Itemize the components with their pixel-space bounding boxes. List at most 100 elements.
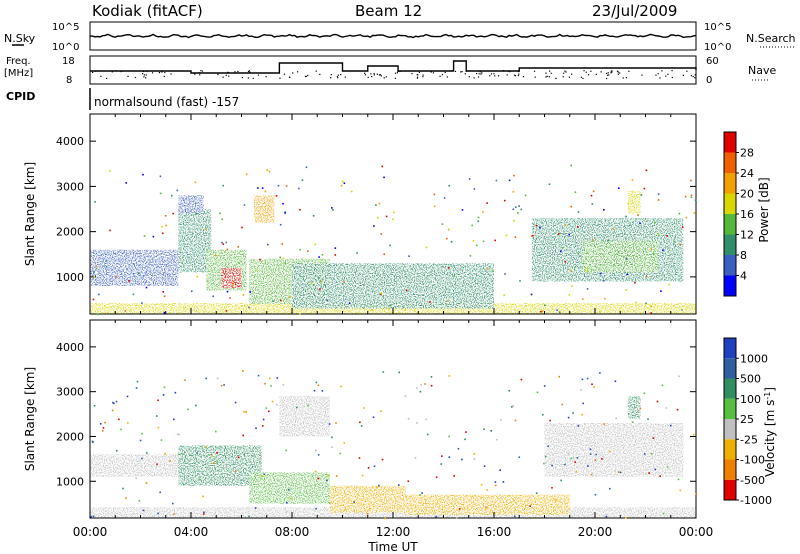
echo-point <box>599 372 601 374</box>
freq-left-tick-bottom: 8 <box>66 75 72 86</box>
echo-point <box>187 408 189 411</box>
echo-point <box>505 234 508 237</box>
power-colorbar: 4 8 12 16 20 24 28 <box>723 131 754 297</box>
echo-point <box>631 421 634 423</box>
echo-point <box>429 301 431 303</box>
nave-point <box>682 74 684 76</box>
nave-point <box>100 75 102 77</box>
echo-point <box>373 225 375 227</box>
nave-point <box>617 73 619 75</box>
echo-point <box>176 189 179 192</box>
nave-point <box>307 74 309 77</box>
nave-point <box>379 74 382 76</box>
echo-point <box>625 215 627 218</box>
nave-point <box>330 77 332 79</box>
echo-point <box>267 243 269 246</box>
echo-point <box>471 224 473 227</box>
echo-point <box>257 374 260 377</box>
echo-region <box>627 396 641 419</box>
echo-point <box>331 436 333 439</box>
nave-point <box>590 70 592 72</box>
nave-point <box>514 75 517 77</box>
colorbar-swatch <box>724 398 736 419</box>
echo-point <box>635 301 637 304</box>
colorbar-swatch <box>724 255 736 276</box>
echo-point <box>661 384 664 387</box>
echo-point <box>238 262 240 264</box>
echo-point <box>162 394 165 396</box>
echo-point <box>91 440 94 443</box>
nave-point <box>454 70 457 73</box>
echo-point <box>136 380 139 383</box>
nave-point <box>399 70 401 73</box>
echo-point <box>202 495 204 498</box>
colorbar-tick-label: 20 <box>740 188 754 201</box>
echo-point <box>229 297 231 299</box>
echo-point <box>643 453 646 455</box>
echo-point <box>445 237 448 240</box>
echo-point <box>640 194 643 196</box>
echo-point <box>126 395 129 398</box>
x-tick-label: 20:00 <box>578 525 613 539</box>
nave-point <box>533 70 536 72</box>
nave-point <box>439 75 441 77</box>
velocity-ylabel: Slant Range [km] <box>23 367 37 471</box>
echo-point <box>659 475 661 477</box>
nave-point <box>494 75 496 77</box>
echo-point <box>539 226 541 229</box>
echo-point <box>212 295 214 298</box>
nave-point <box>502 70 505 72</box>
echo-point <box>447 228 450 231</box>
nave-point <box>564 70 566 72</box>
echo-point <box>343 281 345 283</box>
colorbar-swatch <box>724 275 736 296</box>
nave-point <box>585 71 587 73</box>
echo-point <box>648 472 650 474</box>
echo-point <box>530 235 533 237</box>
echo-point <box>174 391 177 394</box>
echo-point <box>535 492 538 495</box>
echo-point <box>115 400 118 403</box>
echo-point <box>221 241 223 244</box>
echo-point <box>414 457 417 459</box>
echo-point <box>581 378 584 381</box>
echo-point <box>92 298 95 301</box>
nave-point <box>371 75 373 78</box>
echo-point <box>609 487 611 490</box>
echo-point <box>614 380 617 383</box>
echo-point <box>270 385 272 387</box>
x-tick-label: 16:00 <box>477 525 512 539</box>
echo-point <box>216 460 219 463</box>
echo-point <box>530 293 533 296</box>
echo-point <box>282 383 285 386</box>
echo-point <box>145 452 148 454</box>
echo-point <box>624 516 627 519</box>
echo-point <box>599 272 602 275</box>
echo-point <box>310 282 313 285</box>
echo-point <box>564 224 567 226</box>
echo-point <box>281 243 284 245</box>
nave-point <box>217 72 220 74</box>
nave-point <box>315 70 317 72</box>
echo-point <box>524 194 527 197</box>
echo-point <box>574 266 577 268</box>
nave-point <box>394 77 396 79</box>
echo-point <box>595 453 598 456</box>
echo-point <box>676 408 679 411</box>
echo-point <box>353 501 355 504</box>
echo-point <box>276 377 279 379</box>
echo-point <box>388 308 390 310</box>
echo-point <box>602 279 605 282</box>
echo-point <box>586 377 589 380</box>
echo-point <box>568 233 570 236</box>
echo-point <box>508 179 511 182</box>
colorbar-swatch <box>724 193 736 214</box>
echo-point <box>383 253 386 256</box>
echo-point <box>473 188 476 190</box>
velocity-axes: 1000 2000 3000 4000 <box>56 320 697 518</box>
echo-point <box>172 502 174 505</box>
echo-point <box>594 459 597 462</box>
nave-point <box>477 76 480 78</box>
echo-point <box>219 212 221 215</box>
echo-point <box>514 419 517 422</box>
